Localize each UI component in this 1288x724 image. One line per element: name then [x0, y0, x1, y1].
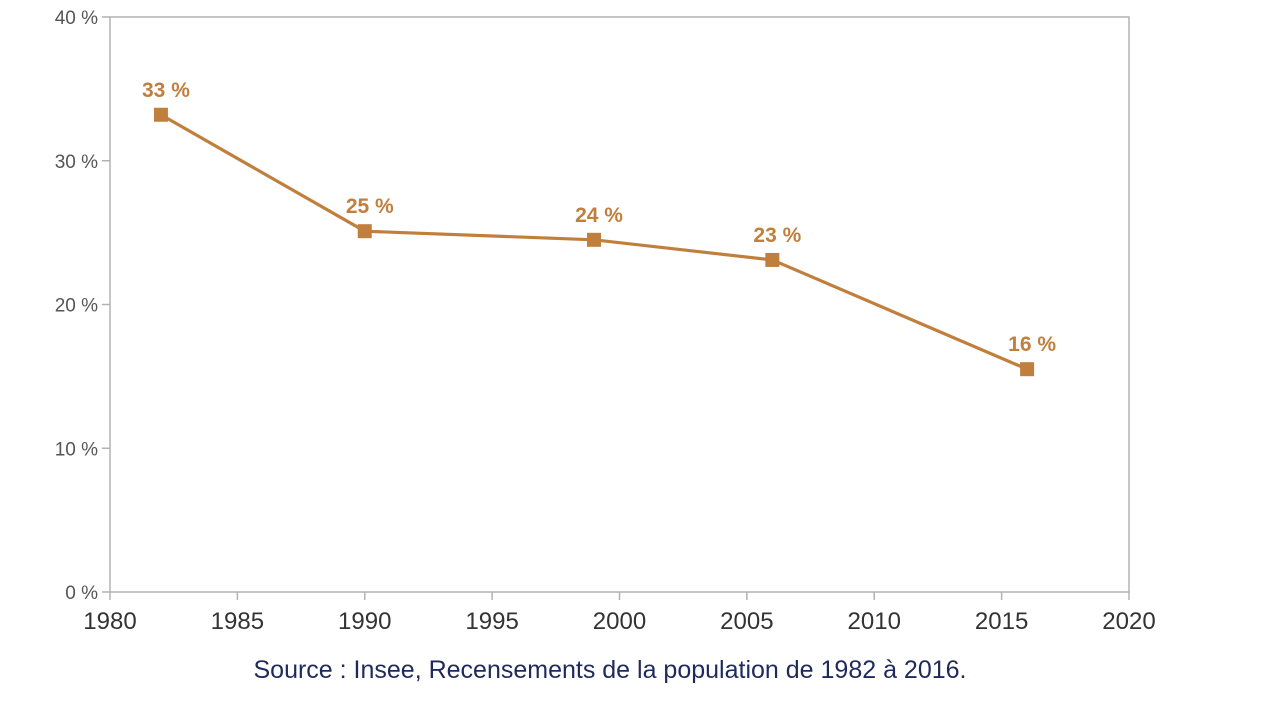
data-label: 33 % — [142, 79, 190, 102]
data-point-marker — [765, 252, 780, 267]
source-note: Source : Insee, Recensements de la popul… — [253, 656, 966, 684]
x-tick-label: 2020 — [1102, 608, 1155, 635]
y-tick-label: 40 % — [55, 8, 98, 29]
x-tick-label: 2015 — [975, 608, 1028, 635]
data-point-marker — [587, 232, 602, 247]
x-tick-label: 2005 — [720, 608, 773, 635]
data-labels: 33 % 25 % 24 % 23 % 16 % — [142, 79, 1056, 356]
data-label: 23 % — [753, 224, 801, 247]
data-label: 24 % — [575, 204, 623, 227]
data-label: 25 % — [346, 195, 394, 218]
y-tick-label: 10 % — [55, 439, 98, 460]
series-line — [153, 107, 1035, 377]
y-tick-label: 20 % — [55, 296, 98, 317]
x-tick-label: 1980 — [83, 608, 136, 635]
data-point-marker — [1020, 362, 1035, 377]
data-label: 16 % — [1008, 333, 1056, 356]
x-tick-label: 2000 — [593, 608, 646, 635]
y-tick-label: 0 % — [65, 583, 98, 604]
x-tick-label: 2010 — [848, 608, 901, 635]
y-tick-label: 30 % — [55, 152, 98, 173]
plot-frame — [109, 16, 1130, 593]
x-tick-label: 1995 — [465, 608, 518, 635]
axes: 0 % 10 % 20 % 30 % 40 % 1980 1985 1990 1995 2000 2… — [55, 8, 1156, 635]
x-tick-label: 1985 — [211, 608, 264, 635]
data-point-marker — [153, 107, 168, 122]
data-point-marker — [357, 224, 372, 239]
x-tick-label: 1990 — [338, 608, 391, 635]
